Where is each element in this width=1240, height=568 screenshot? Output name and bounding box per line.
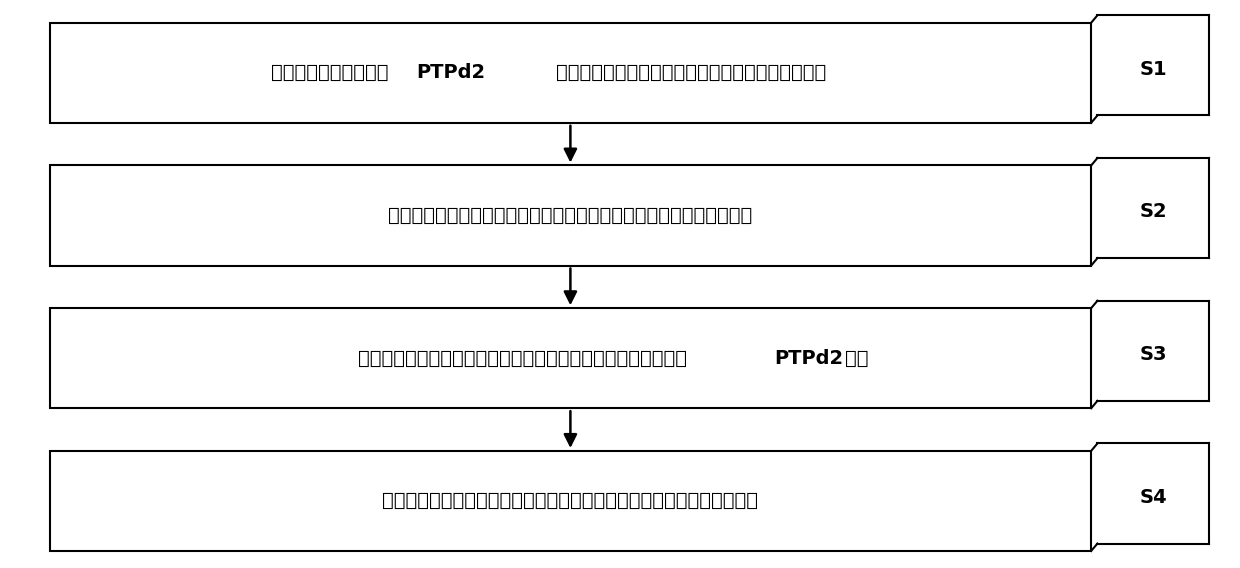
Bar xyxy=(50,165,1091,266)
Text: S2: S2 xyxy=(1140,202,1167,222)
Text: S1: S1 xyxy=(1140,60,1167,78)
Text: PTPd2: PTPd2 xyxy=(417,63,486,82)
Text: S4: S4 xyxy=(1140,488,1167,507)
Text: S3: S3 xyxy=(1140,345,1167,364)
Text: 主从时钟设备分别运行: 主从时钟设备分别运行 xyxy=(272,63,388,82)
Text: 分别在主从时钟设备中补偿出边界时间，主从时钟设备重新运行: 分别在主从时钟设备中补偿出边界时间，主从时钟设备重新运行 xyxy=(358,349,687,367)
Text: 从时钟设备根据本地时钟同步算法校正本地时钟，与主时钟设备保持同步: 从时钟设备根据本地时钟同步算法校正本地时钟，与主时钟设备保持同步 xyxy=(382,491,759,511)
Text: PTPd2: PTPd2 xyxy=(775,349,843,367)
Text: 在主从时钟设备中捕获通信报文，分别计算主从时钟设备的出边界时间: 在主从时钟设备中捕获通信报文，分别计算主从时钟设备的出边界时间 xyxy=(388,206,753,225)
Bar xyxy=(50,23,1091,123)
Text: 协议: 协议 xyxy=(844,349,868,367)
Bar xyxy=(50,451,1091,551)
Bar xyxy=(50,308,1091,408)
Text: 协议，确定各时钟设备的端口状态，并发送通信报文: 协议，确定各时钟设备的端口状态，并发送通信报文 xyxy=(557,63,827,82)
